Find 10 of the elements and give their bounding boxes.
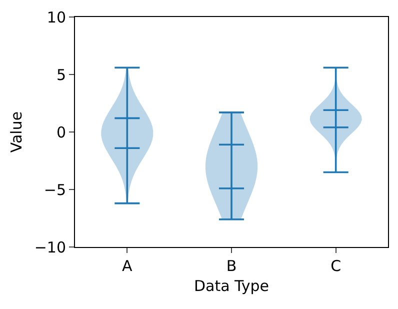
x-tick-label: A <box>122 257 134 275</box>
x-tick-label: C <box>330 257 342 275</box>
y-tick-label: 5 <box>56 66 66 84</box>
y-tick-label: −10 <box>34 238 66 256</box>
y-tick-label: 0 <box>56 123 66 142</box>
y-tick-label: 10 <box>46 8 66 26</box>
y-axis-title: Value <box>8 111 26 153</box>
y-tick-label: −5 <box>44 180 66 199</box>
x-tick-label: B <box>226 257 237 275</box>
x-axis-title: Data Type <box>194 277 270 295</box>
